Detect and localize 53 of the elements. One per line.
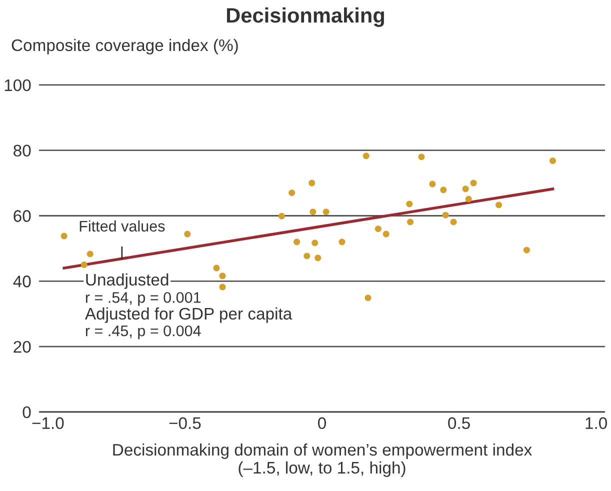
point bbox=[314, 254, 322, 262]
point bbox=[442, 212, 449, 218]
annotation: r = .45, p = 0.004 bbox=[86, 325, 201, 340]
point bbox=[429, 180, 436, 188]
point bbox=[308, 180, 316, 186]
point bbox=[80, 262, 88, 268]
x-tick-label: 0 bbox=[318, 417, 326, 430]
point bbox=[86, 250, 94, 258]
annotation: Fitted values bbox=[80, 220, 165, 232]
point bbox=[450, 218, 457, 226]
annotation: Adjusted for GDP per capita bbox=[84, 307, 292, 323]
point bbox=[374, 226, 382, 232]
x-tick-label: 0.5 bbox=[448, 417, 470, 430]
chart-title: Decisionmaking bbox=[227, 7, 384, 27]
point bbox=[364, 294, 372, 302]
point bbox=[406, 218, 414, 226]
point bbox=[406, 200, 413, 208]
point bbox=[470, 180, 477, 186]
point bbox=[288, 190, 296, 196]
x-axis-title: Decisionmaking domain of women’s empowerment index (–1.5, low, to 1.5, high) bbox=[113, 443, 532, 477]
point bbox=[278, 212, 285, 220]
point bbox=[322, 208, 330, 216]
y-tick-label: 20 bbox=[14, 340, 31, 353]
point bbox=[523, 246, 530, 254]
point bbox=[219, 272, 226, 280]
y-tick-label: 40 bbox=[13, 276, 31, 288]
point bbox=[60, 232, 68, 240]
x-tick-label: 1.0 bbox=[586, 417, 607, 430]
point bbox=[465, 196, 472, 202]
y-tick-label: 60 bbox=[14, 210, 31, 222]
point bbox=[496, 202, 502, 208]
annotation: r = .54, p = 0.001 bbox=[86, 292, 201, 306]
point bbox=[184, 230, 191, 238]
y-tick-label: 0 bbox=[22, 406, 31, 418]
point bbox=[362, 152, 370, 160]
point bbox=[304, 252, 310, 260]
x-tick-label: −1.0 bbox=[32, 417, 64, 430]
point bbox=[294, 238, 300, 246]
point bbox=[550, 158, 556, 164]
point bbox=[418, 154, 425, 160]
y-axis-title: Composite coverage index (%) bbox=[12, 38, 238, 54]
x-tick-label: −0.5 bbox=[169, 417, 201, 430]
annotation: Unadjusted bbox=[86, 273, 168, 289]
point bbox=[440, 186, 447, 194]
point bbox=[310, 208, 316, 216]
point bbox=[462, 186, 469, 192]
point bbox=[213, 264, 220, 272]
point bbox=[382, 230, 390, 238]
point bbox=[312, 240, 318, 246]
y-tick-label: 80 bbox=[14, 144, 31, 157]
point bbox=[219, 284, 226, 290]
y-tick-label: 100 bbox=[4, 79, 31, 92]
point bbox=[338, 238, 346, 246]
